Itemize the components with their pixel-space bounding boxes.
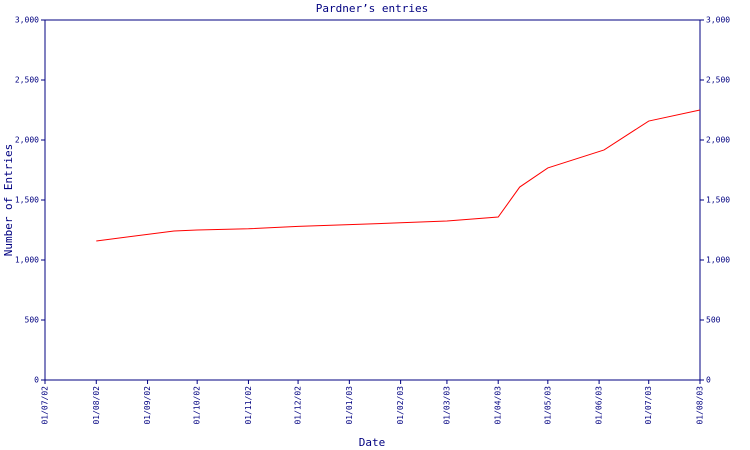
y-tick-label: 2,500 <box>15 76 39 85</box>
y-axis-label: Number of Entries <box>2 144 15 257</box>
x-tick-label: 01/12/02 <box>294 386 303 425</box>
x-tick-label: 01/02/03 <box>396 386 405 425</box>
x-tick-label: 01/01/03 <box>345 386 354 425</box>
plot-frame <box>44 19 701 381</box>
x-tick-label: 01/08/03 <box>696 386 705 425</box>
y-tick-label: 500 <box>25 316 40 325</box>
y2-tick-label: 1,500 <box>706 196 730 205</box>
x-tick-label: 01/09/02 <box>143 386 152 425</box>
y-tick-label: 0 <box>34 376 39 385</box>
x-tick-label: 01/07/03 <box>644 386 653 425</box>
y2-tick-label: 3,000 <box>706 16 730 25</box>
x-tick-label: 01/06/03 <box>595 386 604 425</box>
y2-tick-label: 2,500 <box>706 76 730 85</box>
x-tick-label: 01/11/02 <box>244 386 253 425</box>
y2-tick-label: 2,000 <box>706 136 730 145</box>
y2-tick-label: 500 <box>706 316 721 325</box>
x-tick-label: 01/10/02 <box>193 386 202 425</box>
x-tick-label: 01/03/03 <box>442 386 451 425</box>
x-tick-label: 01/08/02 <box>92 386 101 425</box>
data-line <box>96 109 701 242</box>
y-tick-label: 1,500 <box>15 196 39 205</box>
x-tick-label: 01/07/02 <box>41 386 50 425</box>
y-tick-label: 3,000 <box>15 16 39 25</box>
y-tick-label: 2,000 <box>15 136 39 145</box>
chart-title: Pardner’s entries <box>316 2 429 15</box>
y2-tick-label: 1,000 <box>706 256 730 265</box>
y2-tick-label: 0 <box>706 376 711 385</box>
x-tick-label: 01/04/03 <box>494 386 503 425</box>
x-axis-label: Date <box>359 436 386 449</box>
x-tick-label: 01/05/03 <box>543 386 552 425</box>
y-tick-label: 1,000 <box>15 256 39 265</box>
